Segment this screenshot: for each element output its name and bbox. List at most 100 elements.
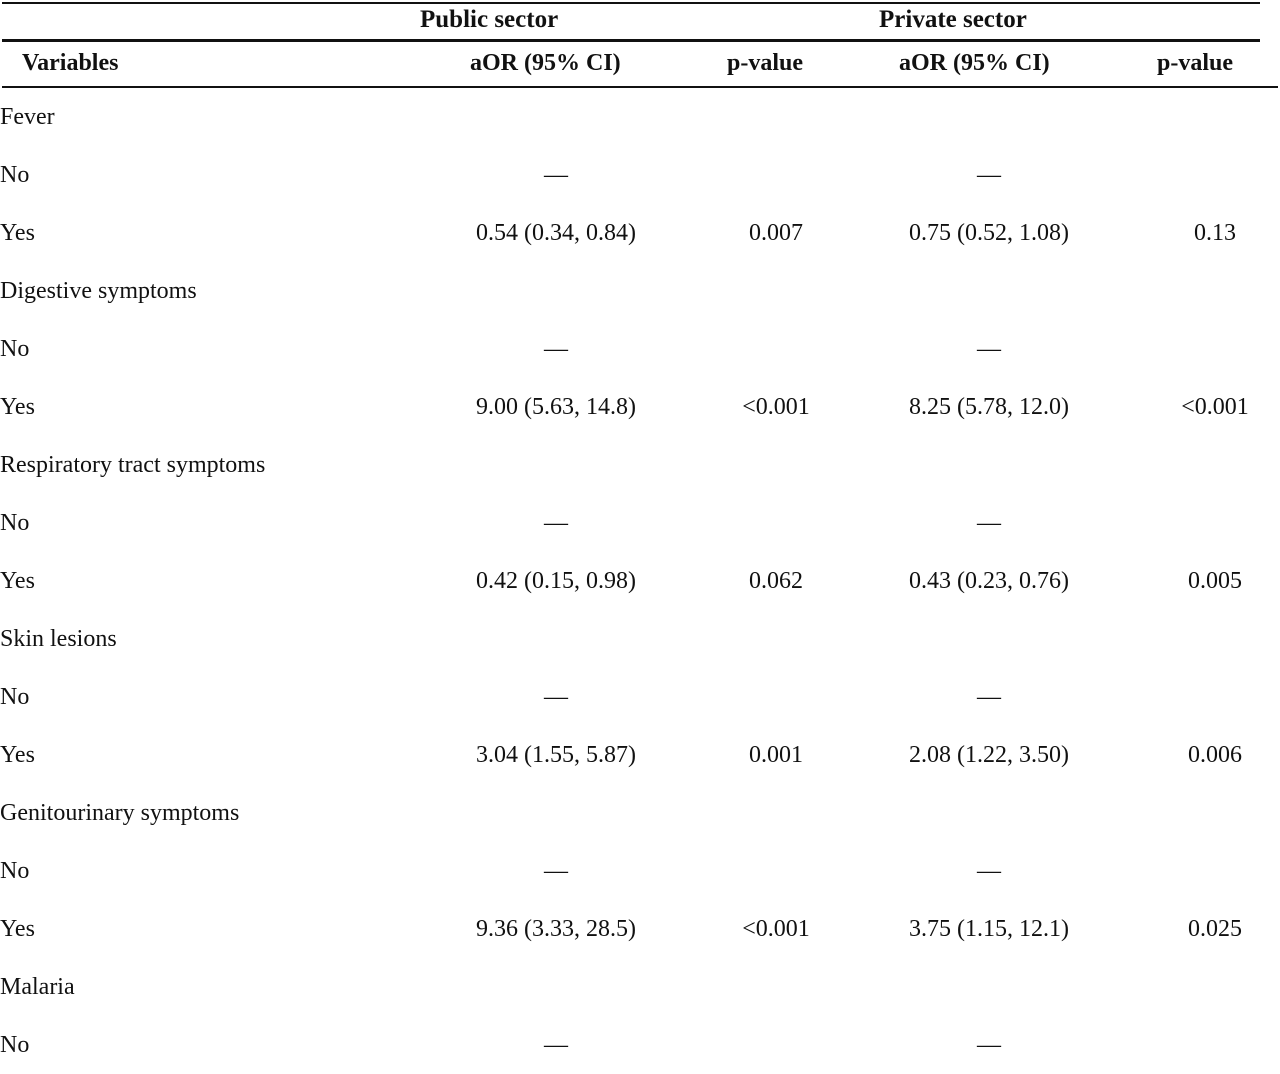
private-pvalue-cell [1150, 88, 1280, 146]
public-pvalue-cell [724, 320, 828, 378]
variable-label: Skin lesions [0, 625, 117, 652]
results-table-body: Fever No — — Yes 0.54 (0.34, 0.84) 0.007 0.75 (… [0, 88, 1280, 1074]
column-header-variables: Variables [22, 50, 119, 76]
column-header-rule [2, 86, 1278, 88]
variable-label: Digestive symptoms [0, 277, 197, 304]
public-aor-cell [388, 436, 724, 494]
private-aor-cell [828, 958, 1150, 1016]
private-aor-cell: 0.43 (0.23, 0.76) [909, 567, 1069, 594]
public-aor-cell: 0.42 (0.15, 0.98) [476, 567, 636, 594]
private-aor-cell [828, 262, 1150, 320]
level-label: Yes [0, 741, 35, 768]
public-aor-cell: — [544, 509, 568, 536]
private-aor-cell: 0.75 (0.52, 1.08) [909, 219, 1069, 246]
private-pvalue-cell [1150, 1016, 1280, 1074]
public-aor-cell: — [544, 1031, 568, 1058]
public-pvalue-cell [724, 668, 828, 726]
level-label: Yes [0, 219, 35, 246]
public-pvalue-cell [724, 958, 828, 1016]
level-label: No [0, 1031, 30, 1058]
public-aor-cell [388, 610, 724, 668]
private-pvalue-cell [1150, 146, 1280, 204]
table-row-level: No — — [0, 494, 1280, 552]
private-pvalue-cell [1150, 262, 1280, 320]
public-pvalue-cell [724, 88, 828, 146]
private-pvalue-cell: 0.13 [1194, 219, 1236, 246]
level-label: Yes [0, 915, 35, 942]
private-aor-cell: 8.25 (5.78, 12.0) [909, 393, 1069, 420]
public-pvalue-cell [724, 494, 828, 552]
public-pvalue-cell: 0.007 [749, 219, 803, 246]
private-pvalue-cell [1150, 494, 1280, 552]
public-aor-cell: 9.00 (5.63, 14.8) [476, 393, 636, 420]
variable-label: Malaria [0, 973, 75, 1000]
public-pvalue-cell: 0.062 [749, 567, 803, 594]
private-pvalue-cell [1150, 668, 1280, 726]
table-row-variable: Malaria [0, 958, 1280, 1016]
public-pvalue-cell: <0.001 [742, 393, 810, 420]
public-aor-cell: 9.36 (3.33, 28.5) [476, 915, 636, 942]
private-pvalue-cell [1150, 784, 1280, 842]
table-row-level: No — — [0, 146, 1280, 204]
level-label: No [0, 857, 30, 884]
public-aor-cell: 0.54 (0.34, 0.84) [476, 219, 636, 246]
private-pvalue-cell [1150, 610, 1280, 668]
column-header-public-aor: aOR (95% CI) [470, 50, 621, 76]
level-label: No [0, 683, 30, 710]
column-header-public-pvalue: p-value [727, 50, 804, 76]
public-aor-cell: — [544, 857, 568, 884]
private-aor-cell: — [977, 1031, 1001, 1058]
group-header-private: Private sector [879, 6, 1027, 33]
table-row-level: No — — [0, 320, 1280, 378]
public-aor-cell: — [544, 683, 568, 710]
public-pvalue-cell [724, 610, 828, 668]
table-row-level: Yes 0.42 (0.15, 0.98) 0.062 0.43 (0.23, 0.7… [0, 552, 1280, 610]
column-header-private-aor: aOR (95% CI) [899, 50, 1050, 76]
level-label: No [0, 509, 30, 536]
public-pvalue-cell [724, 436, 828, 494]
private-pvalue-cell: 0.025 [1188, 915, 1242, 942]
public-aor-cell [388, 88, 724, 146]
public-aor-cell: — [544, 161, 568, 188]
table-row-variable: Fever [0, 88, 1280, 146]
private-aor-cell: — [977, 683, 1001, 710]
private-aor-cell: — [977, 161, 1001, 188]
group-header-public: Public sector [420, 6, 559, 33]
table-row-variable: Skin lesions [0, 610, 1280, 668]
variable-label: Respiratory tract symptoms [0, 451, 266, 478]
public-aor-cell [388, 784, 724, 842]
table-row-level: Yes 9.00 (5.63, 14.8) <0.001 8.25 (5.78, 12… [0, 378, 1280, 436]
private-pvalue-cell [1150, 958, 1280, 1016]
public-pvalue-cell: <0.001 [742, 915, 810, 942]
private-aor-cell: — [977, 509, 1001, 536]
variable-label: Fever [0, 103, 55, 130]
private-pvalue-cell: 0.006 [1188, 741, 1242, 768]
table-row-level: Yes 3.04 (1.55, 5.87) 0.001 2.08 (1.22, 3.5… [0, 726, 1280, 784]
private-pvalue-cell: 0.005 [1188, 567, 1242, 594]
level-label: No [0, 335, 30, 362]
private-aor-cell [828, 88, 1150, 146]
table-top-rule [2, 2, 1260, 4]
private-aor-cell: 2.08 (1.22, 3.50) [909, 741, 1069, 768]
table-row-variable: Digestive symptoms [0, 262, 1280, 320]
private-pvalue-cell: <0.001 [1181, 393, 1249, 420]
private-pvalue-cell [1150, 842, 1280, 900]
table-row-level: No — — [0, 842, 1280, 900]
private-aor-cell: — [977, 335, 1001, 362]
public-pvalue-cell [724, 784, 828, 842]
public-aor-cell [388, 262, 724, 320]
table-row-level: No — — [0, 1016, 1280, 1074]
public-aor-cell [388, 958, 724, 1016]
public-pvalue-cell [724, 842, 828, 900]
private-aor-cell [828, 436, 1150, 494]
results-table: Fever No — — Yes 0.54 (0.34, 0.84) 0.007 0.75 (… [0, 88, 1280, 1074]
table-row-variable: Genitourinary symptoms [0, 784, 1280, 842]
private-aor-cell: — [977, 857, 1001, 884]
variable-label: Genitourinary symptoms [0, 799, 240, 826]
public-pvalue-cell [724, 146, 828, 204]
private-pvalue-cell [1150, 320, 1280, 378]
public-pvalue-cell: 0.001 [749, 741, 803, 768]
public-aor-cell: — [544, 335, 568, 362]
level-label: Yes [0, 393, 35, 420]
private-aor-cell: 3.75 (1.15, 12.1) [909, 915, 1069, 942]
